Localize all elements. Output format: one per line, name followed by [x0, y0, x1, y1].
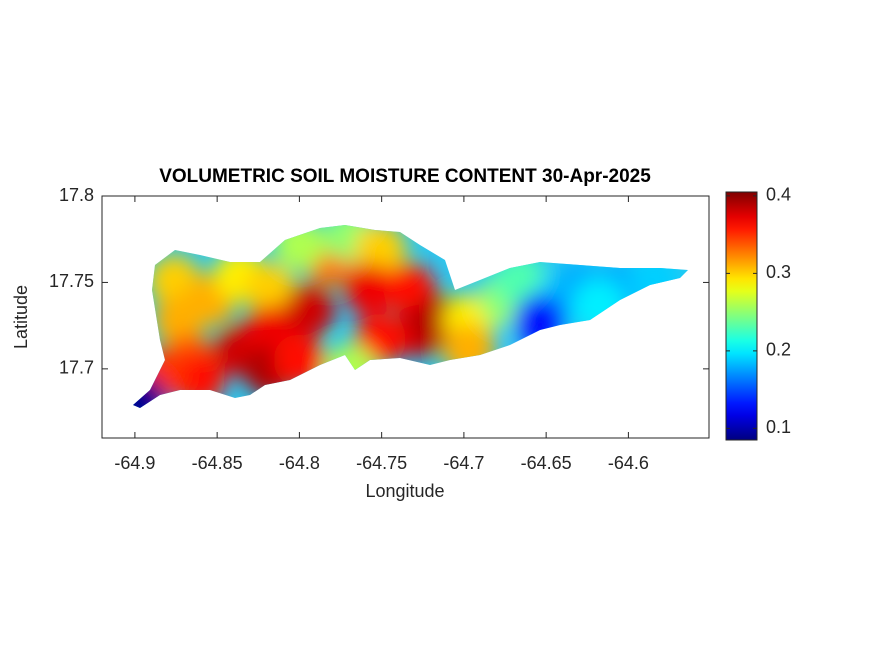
moisture-sample: [344, 263, 397, 316]
moisture-sample: [442, 323, 495, 376]
moisture-blobs: [133, 225, 681, 408]
moisture-field: [133, 225, 688, 408]
moisture-sample: [243, 263, 296, 316]
moisture-sample: [354, 225, 407, 276]
y-tick-label: 17.75: [49, 271, 94, 291]
x-axis-label: Longitude: [365, 481, 444, 501]
y-axis-label: Latitude: [11, 285, 31, 349]
x-tick-label: -64.65: [521, 453, 572, 473]
x-tick-label: -64.9: [114, 453, 155, 473]
moisture-sample: [273, 225, 326, 271]
colorbar-tick-label: 0.4: [766, 185, 791, 205]
moisture-sample: [133, 373, 166, 408]
axes-box: [101, 195, 710, 439]
x-tick-label: -64.75: [356, 453, 407, 473]
moisture-sample: [628, 252, 681, 305]
colorbar: [725, 191, 758, 441]
x-tick-label: -64.6: [608, 453, 649, 473]
moisture-sample: [513, 294, 566, 347]
colorbar-tick-label: 0.2: [766, 340, 791, 360]
moisture-sample: [324, 344, 377, 397]
x-tick-label: -64.85: [192, 453, 243, 473]
moisture-sample: [153, 294, 206, 347]
colorbar-tick-label: 0.3: [766, 262, 791, 282]
moisture-sample: [283, 284, 336, 337]
x-tick-label: -64.8: [279, 453, 320, 473]
moisture-sample: [572, 278, 625, 331]
y-tick-label: 17.7: [59, 358, 94, 378]
x-tick-label: -64.7: [443, 453, 484, 473]
y-tick-label: 17.8: [59, 185, 94, 205]
moisture-sample: [273, 334, 326, 387]
chart-title: VOLUMETRIC SOIL MOISTURE CONTENT 30-Apr-…: [159, 166, 651, 187]
colorbar-tick-label: 0.1: [766, 417, 791, 437]
